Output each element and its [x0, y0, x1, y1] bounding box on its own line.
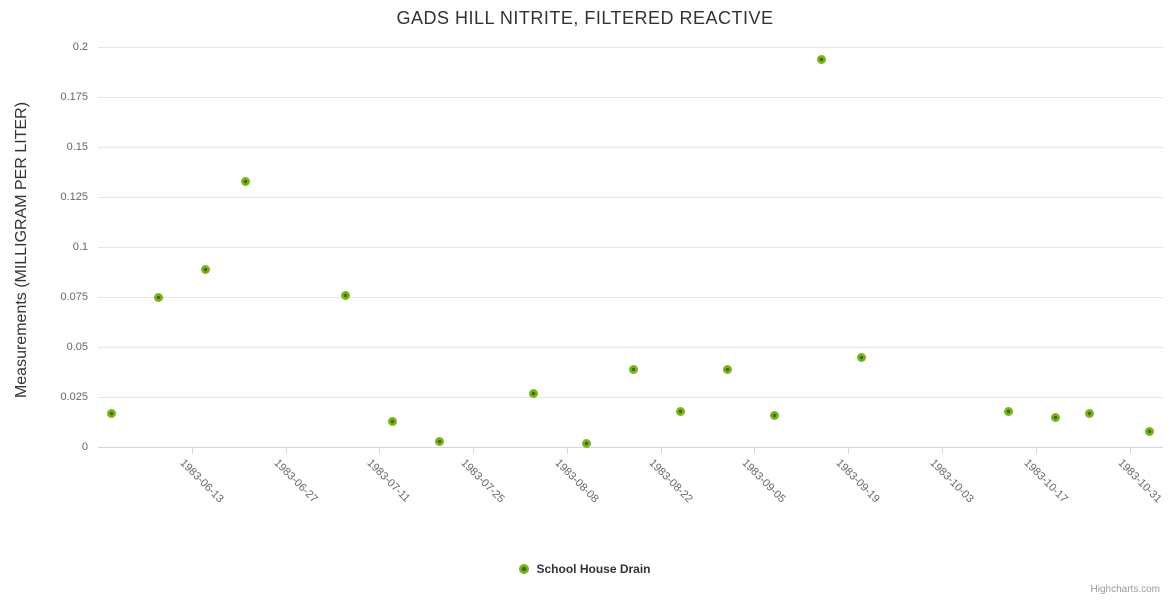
x-axis-tick-label: 1983-10-31: [1115, 457, 1164, 506]
data-point[interactable]: [240, 176, 250, 186]
y-axis-tick-label: 0.175: [60, 91, 88, 103]
x-axis-tick-label: 1983-06-27: [271, 457, 320, 506]
x-axis-line: [98, 447, 1163, 448]
data-point[interactable]: [341, 290, 351, 300]
data-point[interactable]: [723, 364, 733, 374]
x-axis-tick-label: 1983-10-03: [927, 457, 976, 506]
credits-link[interactable]: Highcharts.com: [1090, 584, 1160, 595]
data-point[interactable]: [528, 388, 538, 398]
x-axis-tick: [1035, 448, 1037, 454]
legend-item-school-house-drain[interactable]: School House Drain: [519, 562, 651, 576]
data-point[interactable]: [1084, 408, 1094, 418]
x-axis-tick-label: 1983-08-22: [646, 457, 695, 506]
x-axis-tick: [941, 448, 943, 454]
y-gridline: [98, 197, 1163, 198]
y-axis-tick-label: 0.125: [60, 191, 88, 203]
data-point[interactable]: [816, 54, 826, 64]
y-axis-tick-label: 0.075: [60, 291, 88, 303]
x-axis-tick-label: 1983-10-17: [1021, 457, 1070, 506]
data-point[interactable]: [153, 292, 163, 302]
data-point[interactable]: [1145, 426, 1155, 436]
data-point[interactable]: [435, 436, 445, 446]
y-gridline: [98, 97, 1163, 98]
y-axis-tick-label: 0.05: [66, 341, 88, 353]
data-point[interactable]: [582, 438, 592, 448]
chart-title: GADS HILL NITRITE, FILTERED REACTIVE: [396, 8, 774, 28]
legend-label: School House Drain: [536, 562, 651, 576]
x-axis-tick: [566, 448, 568, 454]
y-gridline: [98, 147, 1163, 148]
data-point[interactable]: [388, 416, 398, 426]
y-axis-tick-label: 0: [81, 441, 88, 453]
x-axis-tick: [473, 448, 475, 454]
data-point[interactable]: [1004, 406, 1014, 416]
x-axis-tick-label: 1983-08-08: [552, 457, 601, 506]
legend-marker-icon: [519, 564, 530, 574]
x-axis-tick: [848, 448, 850, 454]
x-axis-tick: [379, 448, 381, 454]
x-axis-tick-label: 1983-07-25: [458, 457, 507, 506]
y-gridline: [98, 47, 1163, 48]
x-axis-tick-label: 1983-09-05: [739, 457, 789, 506]
x-axis-tick-label: 1983-09-19: [833, 457, 882, 506]
data-point[interactable]: [629, 364, 639, 374]
y-gridline: [98, 247, 1163, 248]
data-point[interactable]: [676, 406, 686, 416]
y-axis-tick-label: 0.1: [72, 241, 88, 253]
data-point[interactable]: [770, 410, 779, 420]
x-axis-tick: [754, 448, 756, 454]
y-axis-tick-label: 0.025: [60, 391, 88, 403]
y-gridline: [98, 397, 1163, 398]
y-gridline: [98, 297, 1163, 298]
x-axis-tick: [1129, 448, 1131, 454]
data-point[interactable]: [106, 408, 116, 418]
y-axis-tick-label: 0.2: [72, 41, 88, 53]
x-axis-tick-label: 1983-06-13: [177, 457, 226, 506]
x-axis-tick: [660, 448, 662, 454]
data-point[interactable]: [1051, 412, 1061, 422]
x-axis-tick: [191, 448, 193, 454]
x-axis-tick-label: 1983-07-11: [364, 457, 413, 505]
x-axis-tick: [285, 448, 287, 454]
y-axis-tick-label: 0.15: [66, 141, 88, 153]
data-point[interactable]: [857, 352, 867, 362]
y-gridline: [98, 347, 1163, 348]
legend: School House Drain: [0, 562, 1170, 576]
data-point[interactable]: [200, 264, 210, 274]
